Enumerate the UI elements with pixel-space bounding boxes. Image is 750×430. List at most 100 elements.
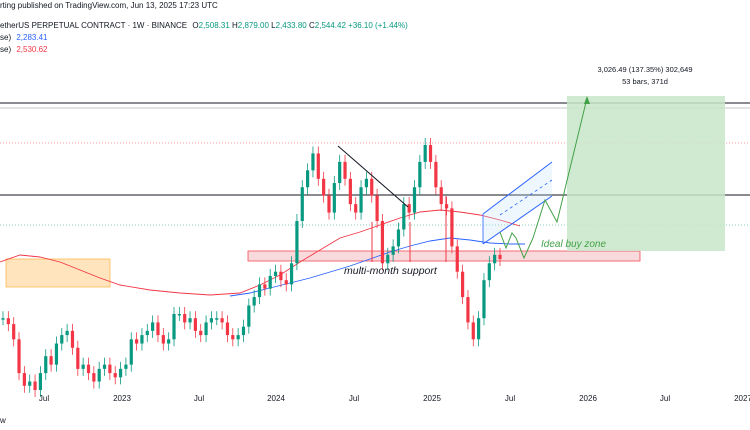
candle-body [209,318,214,323]
candle-body [1,318,5,320]
candle-body [300,187,304,222]
open-label: O [192,21,199,30]
candle-body [380,221,385,264]
candle-body [204,322,208,336]
candle-body [439,187,443,205]
candle-body [295,221,299,264]
close-value: 2,544.42 [314,21,346,30]
ma1-label: se) [0,33,12,42]
candle-body [306,170,310,188]
candle-body [391,246,395,255]
low-label: L [271,21,276,30]
candle-body [332,183,336,213]
candle-body [135,339,139,344]
candle-body [33,381,37,390]
target-text-1: 3,026.49 (137.35%) 302,649 [597,65,692,74]
ma-slow-line [229,237,525,297]
candle-body [113,373,117,378]
ma2-value: 2,530.62 [16,45,48,54]
projection-arrowhead [584,96,590,104]
ma1-value: 2,283.41 [16,33,48,42]
candle-body [418,161,422,188]
candle-body [60,335,64,344]
candle-body [6,318,10,325]
candle-body [81,364,85,369]
candle-body [375,195,379,222]
orange-zone[interactable] [5,258,111,288]
candle-body [167,339,171,344]
candle-body [263,284,267,289]
x-tick: Jul [505,394,515,403]
candle-body [338,161,342,184]
candle-body [402,204,406,230]
x-axis: Jul 2023 Jul 2024 Jul 2025 Jul 2026 Jul … [39,394,750,403]
high-value: 2,879.00 [237,21,269,30]
candle-body [145,330,149,336]
candle-body [241,326,246,336]
downtrend-line[interactable] [337,145,409,208]
x-tick: 2024 [267,394,285,403]
candle-body [151,322,155,331]
published-line: rting published on TradingView.com, Jun … [0,1,218,10]
candle-body [460,271,465,298]
candle-body [70,330,75,348]
candle-body [428,145,433,162]
candle-body [268,275,272,289]
candle-body [455,246,459,272]
candle-body [156,322,160,336]
candle-body [359,187,363,213]
ma2-line: se) 2,530.62 [0,45,48,54]
x-tick: Jul [660,394,670,403]
support-zone[interactable] [247,250,641,262]
support-label: multi-month support [344,265,438,277]
candle-body [343,161,347,179]
candle-body [124,364,128,369]
candle-body [140,335,144,344]
candle-body [273,271,278,276]
candles-group [1,138,502,397]
symbol-text: etherUS PERPETUAL CONTRACT · 1W · BINANC… [0,21,188,30]
candle-body [466,297,470,323]
candle-body [220,318,224,323]
target-zone[interactable] [567,96,725,251]
candle-body [289,263,294,285]
x-tick: Jul [39,394,49,403]
candle-body [423,145,427,162]
candle-body [92,373,96,382]
candle-body [108,364,112,374]
candle-body [118,368,123,378]
candle-body [316,153,320,179]
candle-body [177,313,181,316]
candle-body [396,229,401,247]
candle-body [231,335,235,340]
x-tick: 2023 [113,394,131,403]
ma2-label: se) [0,45,12,54]
candle-body [188,318,192,323]
candle-body [193,318,197,331]
candle-body [247,305,251,327]
candle-body [183,313,187,323]
corner-text: w [0,416,6,425]
candle-body [327,195,331,213]
published-text: rting published on TradingView.com, Jun … [0,1,218,10]
candle-body [97,368,101,382]
candle-body [38,373,43,390]
candle-body [407,204,411,213]
candle-body [477,318,481,340]
candle-body [44,356,48,374]
candle-body [412,187,417,213]
candle-body [354,204,358,213]
candle-body [172,313,176,340]
channel-bottom[interactable] [482,195,553,245]
rising-channel-fill [483,162,552,244]
candle-body [252,297,256,306]
projection-path[interactable] [499,97,588,260]
candle-body [482,280,486,319]
x-tick: 2026 [579,394,597,403]
candle-body [322,178,326,196]
channel-top[interactable] [482,161,553,215]
candle-body [370,178,374,196]
candle-body [348,178,352,205]
candle-body [28,381,32,386]
